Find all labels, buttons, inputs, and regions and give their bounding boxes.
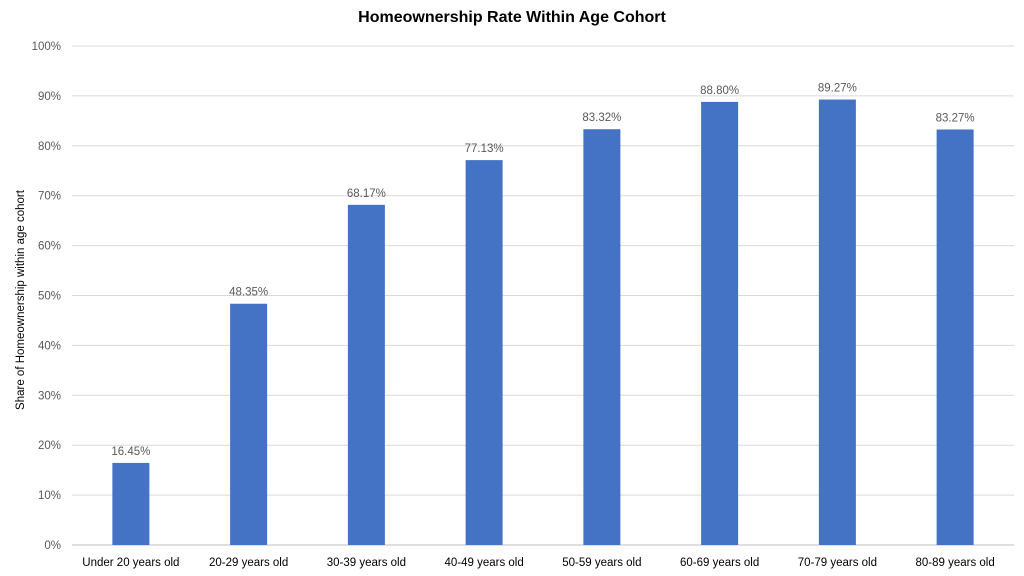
x-tick-label: 70-79 years old [798,557,877,569]
data-label: 83.32% [582,112,621,124]
bar [230,303,268,545]
y-tick-label: 100% [32,41,61,53]
bar [583,129,621,545]
data-label: 77.13% [465,143,504,155]
y-tick-label: 60% [38,241,61,253]
y-tick-label: 10% [38,490,61,502]
y-tick-label: 90% [38,91,61,103]
x-tick-label: 80-89 years old [915,557,994,569]
data-label: 68.17% [347,188,386,200]
bar [465,160,503,545]
bar [112,462,150,545]
y-tick-label: 20% [38,440,61,452]
bar [818,99,856,546]
data-label: 89.27% [818,83,857,95]
x-tick-label: Under 20 years old [82,557,179,569]
chart-title: Homeownership Rate Within Age Cohort [358,9,666,26]
x-tick-label: 50-59 years old [562,557,641,569]
data-label: 48.35% [229,287,268,299]
x-tick-label: 30-39 years old [327,557,406,569]
data-label: 88.80% [700,85,739,97]
x-tick-label: 40-49 years old [444,557,523,569]
y-tick-label: 80% [38,141,61,153]
data-label: 16.45% [111,446,150,458]
y-tick-label: 0% [44,540,61,552]
y-tick-label: 70% [38,191,61,203]
x-tick-label: 20-29 years old [209,557,288,569]
x-tick-label: 60-69 years old [680,557,759,569]
y-tick-label: 40% [38,340,61,352]
data-label: 83.27% [936,112,975,124]
y-tick-label: 30% [38,390,61,402]
y-tick-label: 50% [38,291,61,303]
bar [701,101,739,545]
bar [347,204,385,545]
bar [936,129,974,545]
